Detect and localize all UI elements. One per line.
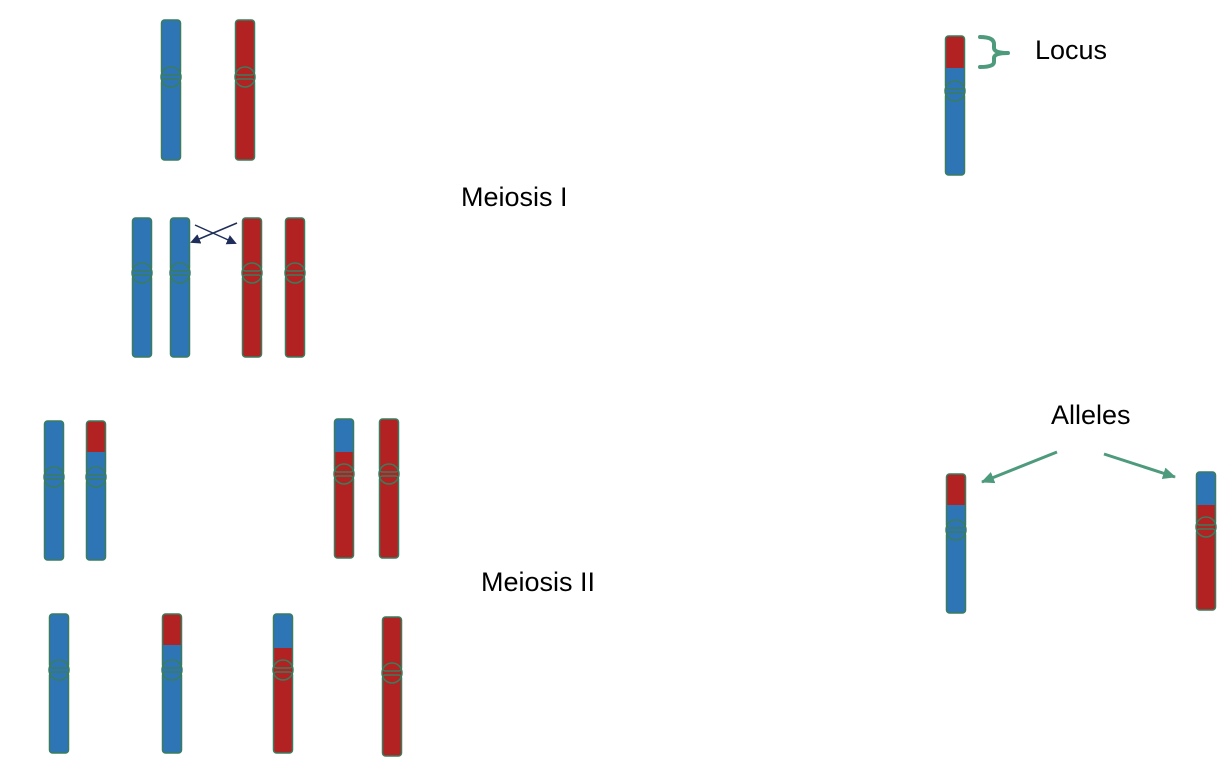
chromatid-m1-blue-1 [131,217,153,358]
chromatid-m2-right-recombinant [333,418,355,559]
meiosis-2-label: Meiosis II [481,567,596,597]
gamete-blue [48,613,70,754]
allele-arrow-left-icon [981,450,1058,484]
alleles-label: Alleles [1051,400,1131,430]
chromatid-m1-red-1 [241,217,263,358]
locus-chromosome [944,35,966,176]
locus-label: Locus [1035,35,1108,65]
chromosome-top-blue [160,19,182,161]
chromatid-m2-right-red [378,418,400,559]
gamete-red [381,616,403,757]
chromatid-m2-left-blue [43,420,65,561]
allele-chromosome-left [945,473,967,614]
chromatid-m2-left-recombinant [85,420,107,561]
crossover-arrows-icon [190,222,238,245]
chromosome-group [43,19,1217,757]
curly-brace-icon [978,35,1010,69]
gamete-recombinant-blue [161,613,183,754]
allele-arrow-right-icon [1103,452,1176,480]
chromatid-m1-blue-2 [169,217,191,358]
meiosis-1-label: Meiosis I [461,182,568,212]
chromatid-m1-red-2 [284,217,306,358]
allele-chromosome-right [1195,471,1217,611]
gamete-recombinant-red [272,613,294,754]
chromosome-top-red [234,19,256,161]
